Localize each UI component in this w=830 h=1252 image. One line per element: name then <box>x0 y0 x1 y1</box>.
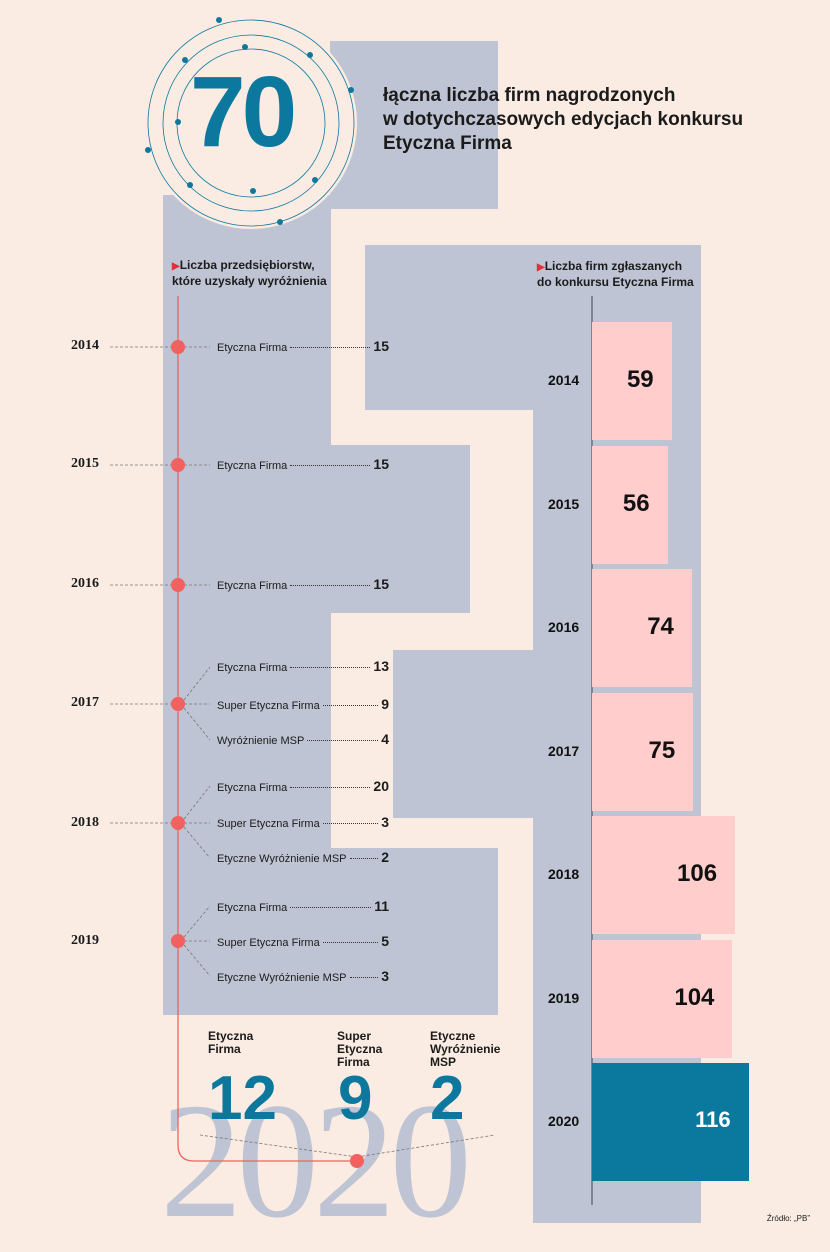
award-row: Etyczne Wyróżnienie MSP 2 <box>217 849 389 865</box>
bar-2017 <box>592 692 694 811</box>
bar-category-label: 2020 <box>548 1113 580 1129</box>
award-row: Super Etyczna Firma 5 <box>217 933 389 949</box>
total-description: łączna liczba firm nagrodzonych w dotych… <box>383 85 744 154</box>
award-2020-label: Etyczne Wyróżnienie MSP <box>430 1029 501 1069</box>
award-year: 2017 <box>71 695 99 710</box>
bar-value-label: 59 <box>626 366 654 393</box>
award-row: Etyczne Wyróżnienie MSP 3 <box>217 968 389 984</box>
triangle-marker-icon: ▶ <box>172 261 180 272</box>
award-year: 2019 <box>71 933 99 948</box>
award-year: 2018 <box>71 815 99 830</box>
bar-category-label: 2019 <box>548 989 580 1006</box>
right-heading: ▶Liczba firm zgłaszanych do konkursu Ety… <box>537 259 694 289</box>
total-number: 70 <box>190 56 297 168</box>
award-2020-value: 2 <box>430 1064 465 1133</box>
award-2020-label: Etyczna Firma <box>208 1029 254 1056</box>
award-2020-value: 9 <box>338 1064 373 1133</box>
orbit-decoration <box>145 17 357 229</box>
bar-category-label: 2018 <box>548 866 580 882</box>
bar-2016 <box>592 569 692 687</box>
bar-2015 <box>592 445 668 564</box>
bar-value-label: 56 <box>622 489 650 517</box>
award-row: Wyróżnienie MSP 4 <box>217 731 389 747</box>
bar-category-label: 2016 <box>548 619 580 635</box>
award-row: Super Etyczna Firma 3 <box>217 814 389 830</box>
award-2020-label: Super Etyczna Firma <box>337 1029 383 1069</box>
award-row: Super Etyczna Firma 9 <box>217 696 389 712</box>
award-row: Etyczna Firma 15 <box>217 576 389 592</box>
bar-category-label: 2015 <box>548 495 580 512</box>
source-note: Źródło: „PB” <box>766 1214 810 1223</box>
band-top <box>330 41 498 209</box>
award-row: Etyczna Firma 15 <box>217 456 389 472</box>
triangle-marker-icon: ▶ <box>537 262 545 273</box>
bar-value-label: 106 <box>677 860 718 887</box>
award-row: Etyczna Firma 15 <box>217 338 389 354</box>
bar-category-label: 2017 <box>548 742 580 759</box>
bar-2020 <box>592 1063 749 1181</box>
bar-value-label: 104 <box>674 983 715 1011</box>
band-left-column <box>163 195 331 1015</box>
bar-2014 <box>592 322 672 440</box>
award-2020-value: 12 <box>208 1064 277 1133</box>
award-row: Etyczna Firma 11 <box>217 898 389 914</box>
bar-value-label: 75 <box>648 736 676 764</box>
bar-category-label: 2014 <box>548 372 580 388</box>
bar-value-label: 74 <box>647 613 674 640</box>
bar-2019 <box>592 939 733 1058</box>
band-mid-2 <box>330 848 498 1015</box>
award-row: Etyczna Firma 20 <box>217 778 389 794</box>
award-year: 2014 <box>71 338 99 353</box>
award-year: 2016 <box>71 576 99 591</box>
band-right-mid <box>393 650 534 818</box>
bar-2018 <box>592 816 736 934</box>
award-year: 2015 <box>71 456 99 471</box>
left-heading: ▶Liczba przedsiębiorstw, które uzyskały … <box>172 258 327 288</box>
award-row: Etyczna Firma 13 <box>217 658 389 674</box>
bar-value-label: 116 <box>695 1107 731 1132</box>
